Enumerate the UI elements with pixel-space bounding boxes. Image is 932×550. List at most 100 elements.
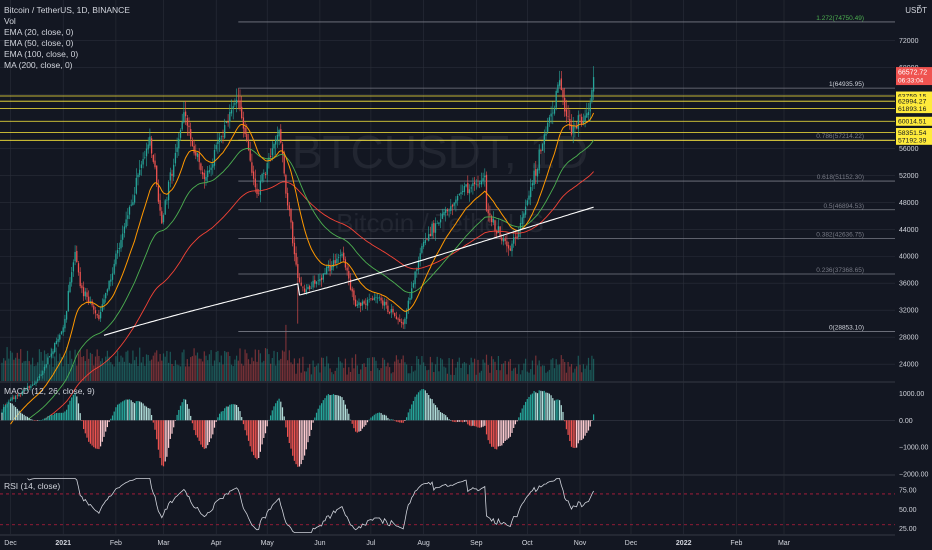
volume-bar	[475, 374, 477, 381]
macd-histogram-bar	[72, 394, 74, 421]
macd-histogram-bar	[242, 420, 244, 425]
candle-body	[57, 338, 59, 342]
macd-histogram-bar	[540, 390, 542, 421]
macd-histogram-bar	[553, 400, 556, 421]
volume-bar	[377, 368, 379, 381]
volume-bar	[445, 367, 447, 381]
candle-body	[303, 288, 306, 293]
volume-bar	[256, 361, 258, 381]
macd-histogram-bar	[455, 420, 457, 423]
volume-bar	[404, 362, 406, 381]
macd-histogram-bar	[565, 420, 567, 430]
macd-histogram-bar	[275, 403, 277, 421]
macd-histogram-bar	[525, 401, 527, 421]
macd-histogram-bar	[417, 392, 420, 421]
macd-histogram-bar	[484, 420, 486, 426]
macd-histogram-bar	[13, 405, 15, 421]
volume-bar	[431, 362, 433, 381]
macd-histogram-bar	[134, 403, 136, 421]
fib-label: 0.786(57214.22)	[816, 133, 864, 140]
volume-bar	[173, 365, 175, 381]
candle-body	[399, 319, 401, 322]
volume-bar	[514, 367, 516, 381]
candle-body	[113, 263, 115, 274]
macd-histogram-bar	[496, 420, 498, 450]
volume-bar	[460, 367, 462, 381]
indicator-ema20[interactable]: EMA (20, close, 0)	[4, 27, 74, 37]
macd-histogram-bar	[23, 414, 25, 421]
macd-histogram-bar	[297, 420, 299, 467]
volume-bar	[419, 364, 421, 381]
candle-body	[487, 209, 489, 214]
time-tick-label: Dec	[625, 540, 638, 547]
currency-label[interactable]: USDT	[905, 6, 927, 15]
candle-body	[582, 121, 585, 124]
volume-bar	[513, 368, 515, 381]
candle-body	[490, 215, 493, 223]
candle-body	[33, 383, 35, 385]
macd-histogram-bar	[276, 400, 278, 421]
macd-histogram-bar	[35, 420, 37, 421]
macd-histogram-bar	[212, 420, 214, 435]
volume-bar	[178, 365, 180, 381]
volume-bar	[33, 366, 35, 381]
macd-histogram-bar	[584, 420, 586, 436]
level-tag-text: 60014.51	[898, 119, 927, 126]
indicator-ma200[interactable]: MA (200, close, 0)	[4, 60, 73, 70]
time-tick-label: Mar	[778, 540, 791, 547]
volume-bar	[38, 349, 40, 381]
macd-histogram-bar	[423, 389, 425, 421]
volume-bar	[564, 361, 566, 381]
candle-body	[169, 172, 171, 181]
volume-bar	[424, 366, 426, 381]
macd-histogram-bar	[336, 395, 338, 421]
candle-body	[530, 186, 532, 198]
candle-body	[540, 150, 542, 152]
volume-bar	[382, 357, 384, 381]
macd-histogram-bar	[81, 420, 83, 422]
volume-bar	[326, 356, 328, 381]
indicator-ema100[interactable]: EMA (100, close, 0)	[4, 49, 79, 59]
candle-body	[235, 99, 238, 104]
indicator-vol[interactable]: Vol	[4, 16, 16, 26]
time-tick-label: Sep	[470, 540, 483, 547]
macd-histogram-bar	[457, 420, 459, 422]
candle-body	[368, 298, 370, 300]
candle-body	[591, 90, 593, 102]
macd-histogram-bar	[43, 418, 46, 421]
candle-body	[280, 129, 282, 143]
indicator-ema50[interactable]: EMA (50, close, 0)	[4, 38, 74, 48]
volume-bar	[332, 374, 335, 381]
candle-body	[422, 241, 425, 247]
macd-histogram-bar	[45, 417, 47, 421]
candle-body	[128, 206, 131, 215]
macd-histogram-bar	[191, 420, 193, 424]
volume-bar	[302, 356, 304, 381]
candle-body	[258, 192, 260, 194]
macd-histogram-bar	[589, 420, 591, 427]
candle-body	[470, 187, 472, 189]
candle-body	[456, 195, 459, 201]
candle-body	[217, 141, 219, 145]
rsi-title[interactable]: RSI (14, close)	[4, 481, 61, 491]
macd-histogram-bar	[411, 404, 413, 421]
macd-title[interactable]: MACD (12, 26, close, 9)	[4, 386, 95, 396]
volume-bar	[259, 353, 261, 381]
macd-histogram-bar	[161, 420, 163, 466]
volume-bar	[499, 370, 501, 381]
candle-body	[125, 219, 127, 228]
candle-body	[472, 183, 474, 186]
volume-bar	[86, 349, 88, 381]
fib-label: 1(64935.95)	[829, 81, 864, 88]
macd-histogram-bar	[271, 410, 273, 421]
volume-bar	[560, 355, 562, 381]
symbol-title[interactable]: Bitcoin / TetherUS, 1D, BINANCE	[4, 5, 130, 15]
macd-histogram-bar	[470, 420, 472, 427]
volume-bar	[71, 358, 73, 381]
candle-body	[387, 305, 389, 312]
volume-bar	[62, 366, 64, 381]
ma-line	[10, 112, 595, 425]
volume-bar	[531, 360, 533, 381]
volume-bar	[477, 359, 479, 381]
